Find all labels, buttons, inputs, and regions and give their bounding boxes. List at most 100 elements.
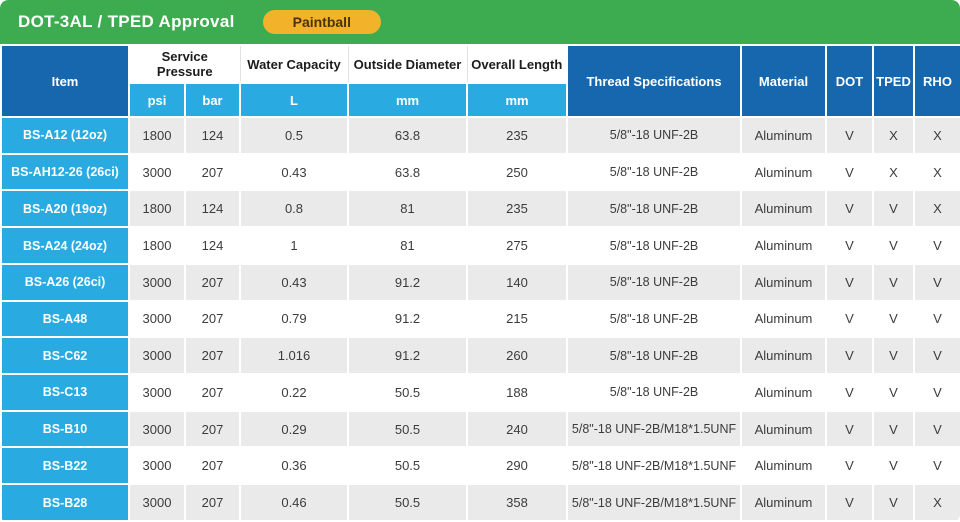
header-row-units: psi bar L mm mm [1,82,960,118]
material-cell: Aluminum [740,116,827,155]
material-cell: Aluminum [740,409,827,449]
subcol-water-capacity-unit: L [239,82,349,118]
tped-approval-cell: X [872,152,915,192]
bar-cell: 124 [184,189,241,229]
col-header-overall-length: Overall Length [466,44,568,84]
outside-diameter-cell: 81 [347,226,468,265]
outside-diameter-cell: 50.5 [347,409,468,449]
outside-diameter-cell: 63.8 [347,116,468,155]
subcol-bar: bar [184,82,241,118]
table-row: BS-A48 3000 207 0.79 91.2 215 5/8"-18 UN… [0,299,960,339]
overall-length-cell: 215 [466,299,568,339]
bar-cell: 207 [184,409,241,449]
table-row: BS-B22 3000 207 0.36 50.5 290 5/8"-18 UN… [0,446,960,486]
water-capacity-cell: 0.29 [239,409,349,449]
col-header-thread-specifications: Thread Specifications [566,44,742,118]
water-capacity-cell: 0.8 [239,189,349,229]
col-header-water-capacity: Water Capacity [239,44,349,84]
subcol-outside-diameter-unit: mm [347,82,468,118]
material-cell: Aluminum [740,373,827,412]
dot-approval-cell: V [825,483,874,522]
material-cell: Aluminum [740,336,827,376]
rho-approval-cell: V [913,262,960,302]
thread-spec-cell: 5/8"-18 UNF-2B/M18*1.5UNF [566,483,742,522]
material-cell: Aluminum [740,262,827,302]
water-capacity-cell: 1 [239,226,349,265]
rho-approval-cell: X [913,483,960,522]
rho-approval-cell: V [913,446,960,486]
outside-diameter-cell: 91.2 [347,336,468,376]
bar-cell: 207 [184,152,241,192]
thread-spec-cell: 5/8"-18 UNF-2B [566,299,742,339]
item-cell: BS-A48 [0,299,130,339]
bar-cell: 124 [184,116,241,155]
dot-approval-cell: V [825,189,874,229]
psi-cell: 1800 [128,189,186,229]
item-cell: BS-B28 [0,483,130,522]
dot-approval-cell: V [825,299,874,339]
bar-cell: 207 [184,446,241,486]
category-badge: Paintball [262,10,381,34]
table-row: BS-A26 (26ci) 3000 207 0.43 91.2 140 5/8… [0,262,960,302]
table-row: BS-AH12-26 (26ci) 3000 207 0.43 63.8 250… [0,152,960,192]
rho-approval-cell: V [913,336,960,376]
bar-cell: 207 [184,483,241,522]
thread-spec-cell: 5/8"-18 UNF-2B/M18*1.5UNF [566,409,742,449]
tped-approval-cell: X [872,116,915,155]
tped-approval-cell: V [872,299,915,339]
water-capacity-cell: 0.43 [239,152,349,192]
rho-approval-cell: X [913,116,960,155]
table-row: BS-A12 (12oz) 1800 124 0.5 63.8 235 5/8"… [0,116,960,155]
col-header-tped: TPED [872,44,915,118]
outside-diameter-cell: 50.5 [347,373,468,412]
psi-cell: 3000 [128,262,186,302]
dot-approval-cell: V [825,336,874,376]
item-cell: BS-C13 [0,373,130,412]
thread-spec-cell: 5/8"-18 UNF-2B [566,152,742,192]
col-header-service-pressure: Service Pressure [128,44,241,84]
dot-approval-cell: V [825,116,874,155]
psi-cell: 3000 [128,152,186,192]
overall-length-cell: 235 [466,116,568,155]
rho-approval-cell: V [913,299,960,339]
item-cell: BS-A26 (26ci) [0,262,130,302]
item-cell: BS-C62 [0,336,130,376]
table-row: BS-B28 3000 207 0.46 50.5 358 5/8"-18 UN… [0,483,960,522]
water-capacity-cell: 1.016 [239,336,349,376]
col-header-item: Item [0,44,130,118]
table-row: BS-A24 (24oz) 1800 124 1 81 275 5/8"-18 … [0,226,960,265]
thread-spec-cell: 5/8"-18 UNF-2B/M18*1.5UNF [566,446,742,486]
rho-approval-cell: V [913,373,960,412]
material-cell: Aluminum [740,483,827,522]
overall-length-cell: 260 [466,336,568,376]
overall-length-cell: 275 [466,226,568,265]
item-cell: BS-A20 (19oz) [0,189,130,229]
col-header-rho: RHO [913,44,960,118]
col-header-dot: DOT [825,44,874,118]
page-title: DOT-3AL / TPED Approval [18,12,235,31]
col-header-material: Material [740,44,827,118]
water-capacity-cell: 0.79 [239,299,349,339]
subcol-psi: psi [128,82,186,118]
bar-cell: 207 [184,299,241,339]
outside-diameter-cell: 50.5 [347,483,468,522]
thread-spec-cell: 5/8"-18 UNF-2B [566,373,742,412]
material-cell: Aluminum [740,226,827,265]
psi-cell: 3000 [128,373,186,412]
thread-spec-cell: 5/8"-18 UNF-2B [566,116,742,155]
rho-approval-cell: V [913,409,960,449]
water-capacity-cell: 0.36 [239,446,349,486]
spec-table: Item Service Pressure Water Capacity Out… [0,44,960,522]
psi-cell: 3000 [128,336,186,376]
item-cell: BS-A24 (24oz) [0,226,130,265]
col-header-outside-diameter: Outside Diameter [347,44,468,84]
water-capacity-cell: 0.22 [239,373,349,412]
title-bar: DOT-3AL / TPED Approval Paintball [0,0,960,44]
overall-length-cell: 240 [466,409,568,449]
table-row: BS-B10 3000 207 0.29 50.5 240 5/8"-18 UN… [0,409,960,449]
material-cell: Aluminum [740,152,827,192]
item-cell: BS-B10 [0,409,130,449]
water-capacity-cell: 0.43 [239,262,349,302]
psi-cell: 1800 [128,116,186,155]
